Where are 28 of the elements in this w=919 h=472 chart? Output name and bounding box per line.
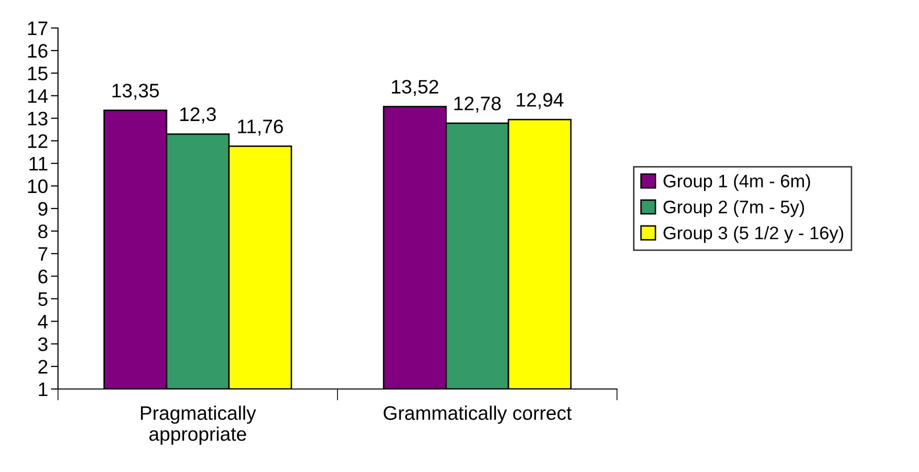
y-tick-label: 16 [28, 44, 48, 58]
data-label: 12,3 [180, 107, 216, 124]
y-tick-label: 2 [38, 360, 48, 374]
y-tick-label: 3 [38, 337, 48, 352]
legend-label: Group 3 (5 1/2 y - 16y) [664, 226, 844, 243]
data-label: 12,78 [454, 96, 501, 113]
y-tick-label: 9 [38, 202, 48, 216]
legend-label: Group 2 (7m - 5y) [664, 200, 804, 217]
y-tick-label: 13 [28, 112, 48, 126]
y-tick-label: 14 [28, 89, 48, 103]
y-tick-label: 12 [28, 134, 48, 148]
x-tick-label: Pragmatically appropriate [140, 406, 256, 445]
y-tick-label: 17 [28, 22, 48, 36]
y-tick-label: 5 [38, 292, 48, 306]
data-label: 13,52 [392, 80, 438, 96]
y-tick-label: 8 [38, 224, 48, 238]
y-tick-label: 10 [28, 179, 48, 194]
y-tick-label: 11 [30, 157, 48, 170]
legend-label: Group 1 (4m - 6m) [664, 174, 810, 192]
x-tick-label: Grammatically correct [384, 406, 572, 424]
y-tick-label: 4 [38, 314, 48, 328]
data-label: 12,94 [516, 92, 564, 110]
y-tick-label: 1 [38, 382, 48, 396]
y-tick-label: 15 [28, 66, 48, 80]
y-tick-label: 6 [38, 270, 48, 284]
data-label: 13,35 [112, 84, 159, 100]
data-label: 11,76 [238, 120, 283, 136]
y-tick-label: 7 [38, 247, 48, 261]
